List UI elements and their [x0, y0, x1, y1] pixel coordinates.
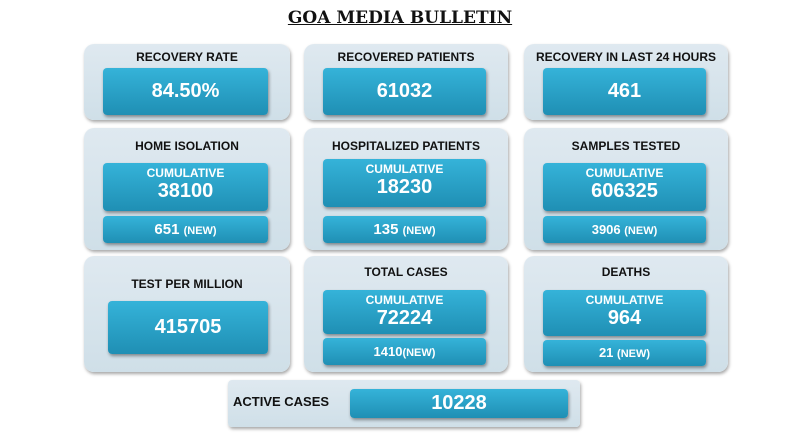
- cumulative-label: CUMULATIVE: [365, 293, 444, 307]
- card-label: RECOVERY RATE: [136, 50, 238, 64]
- hospitalized-card: HOSPITALIZED PATIENTS CUMULATIVE 18230 13…: [304, 128, 508, 250]
- cumulative-value: 606325: [591, 180, 658, 202]
- card-label: TOTAL CASES: [364, 265, 448, 279]
- new-label: (NEW): [624, 225, 658, 237]
- cumulative-value: 18230: [376, 176, 433, 198]
- recovered-patients-card: RECOVERED PATIENTS 61032: [304, 44, 508, 120]
- new-value: 135: [373, 221, 399, 238]
- card-label: TEST PER MILLION: [131, 277, 243, 291]
- card-label: RECOVERY IN LAST 24 HOURS: [535, 50, 717, 64]
- new-label: (NEW): [183, 225, 217, 237]
- cumulative-value: 72224: [376, 307, 433, 329]
- cumulative-label: CUMULATIVE: [585, 166, 664, 180]
- home-isolation-card: HOME ISOLATION CUMULATIVE 38100 651 (NEW): [84, 128, 290, 250]
- card-label: HOSPITALIZED PATIENTS: [331, 139, 480, 153]
- card-value: 461: [543, 68, 706, 115]
- test-per-million-card: TEST PER MILLION 415705: [84, 256, 290, 372]
- card-value: 84.50%: [103, 68, 268, 115]
- active-cases-card: ACTIVE CASES 10228: [228, 380, 580, 427]
- recovery-24h-card: RECOVERY IN LAST 24 HOURS 461: [524, 44, 728, 120]
- new-label: (NEW): [617, 348, 651, 360]
- cumulative-label: CUMULATIVE: [146, 166, 225, 180]
- card-label: RECOVERED PATIENTS: [337, 50, 475, 64]
- total-cases-card: TOTAL CASES CUMULATIVE 72224 1410(NEW): [304, 256, 508, 372]
- cumulative-value: 964: [607, 307, 642, 329]
- new-label: (NEW): [402, 225, 436, 237]
- new-value: 651: [154, 221, 180, 238]
- new-value: 3906: [591, 222, 621, 237]
- card-value: 10228: [350, 389, 568, 418]
- recovery-rate-card: RECOVERY RATE 84.50%: [84, 44, 290, 120]
- new-label: (NEW): [402, 347, 436, 359]
- card-label: DEATHS: [601, 265, 651, 279]
- card-label: HOME ISOLATION: [135, 139, 239, 153]
- card-label: ACTIVE CASES: [233, 394, 330, 409]
- cumulative-value: 38100: [157, 180, 214, 202]
- cumulative-label: CUMULATIVE: [585, 293, 664, 307]
- deaths-card: DEATHS CUMULATIVE 964 21 (NEW): [524, 256, 728, 372]
- samples-tested-card: SAMPLES TESTED CUMULATIVE 606325 3906 (NE…: [524, 128, 728, 250]
- card-value: 415705: [108, 301, 268, 354]
- card-label: SAMPLES TESTED: [571, 139, 681, 153]
- new-value: 21: [598, 345, 614, 360]
- page-title: GOA MEDIA BULLETIN: [287, 8, 513, 28]
- card-value: 61032: [323, 68, 486, 115]
- new-value: 1410: [373, 344, 403, 359]
- cumulative-label: CUMULATIVE: [365, 162, 444, 176]
